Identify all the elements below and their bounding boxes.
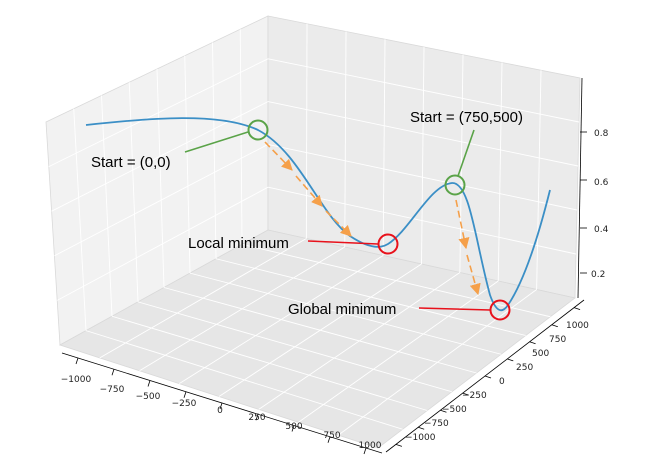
x-tick-label: −500: [136, 392, 161, 402]
y-tick: [395, 444, 403, 447]
y-tick: [462, 392, 469, 396]
wall-grid-line: [56, 186, 269, 301]
z-tick-label: 0.6: [594, 178, 609, 188]
wall-grid-line: [421, 46, 425, 265]
start-2-marker: [444, 174, 466, 196]
floor-pane: [58, 229, 576, 449]
wall-grid-line: [267, 101, 579, 167]
wall-grid-line: [156, 68, 165, 288]
wall-grid-line: [239, 29, 243, 245]
start-1-marker: [247, 119, 269, 141]
wall-grid-line: [497, 62, 503, 282]
x-tick-label: 250: [248, 413, 265, 423]
y-tick-label: −1000: [405, 433, 436, 443]
floor-grid-line: [163, 287, 477, 374]
x-tick-label: −750: [100, 385, 125, 395]
z-tick-label: 0.2: [591, 270, 605, 280]
wall-grid-line: [184, 55, 191, 274]
y-tick-label: 0: [499, 377, 505, 387]
global-minimum-marker: [489, 299, 511, 321]
floor-grid-line: [298, 280, 499, 423]
y-tick: [418, 426, 425, 430]
x-tick: [111, 369, 115, 376]
floor-grid-line: [241, 243, 551, 318]
start-1-leader: [184, 131, 249, 153]
x-tick-label: 0: [217, 406, 223, 416]
z-axis-line: [577, 77, 583, 299]
y-tick: [484, 375, 492, 379]
descent-path-2: [455, 199, 481, 296]
y-tick-label: 1000: [566, 321, 589, 331]
x-tick: [183, 391, 187, 398]
tick-marks: [75, 131, 587, 455]
x-tick-label: 1000: [359, 441, 382, 451]
floor-grid-line: [337, 289, 537, 436]
x-tick: [219, 402, 223, 410]
local-minimum-leader: [307, 240, 379, 245]
x-tick: [363, 447, 367, 455]
z-tick-label: 0.8: [594, 129, 609, 139]
z-tick-label: 0.4: [594, 225, 609, 235]
y-tick-label: −250: [462, 391, 487, 401]
x-tick-label: −250: [172, 399, 197, 409]
wall-grid-line: [536, 70, 542, 290]
wall-grid-line: [382, 39, 386, 256]
x-tick-label: 500: [285, 422, 302, 432]
y-tick: [573, 307, 581, 310]
wall-grid-line: [267, 58, 580, 123]
global-minimum-leader: [418, 307, 491, 311]
y-tick-label: 750: [549, 335, 566, 345]
wall-grid-line: [73, 108, 87, 331]
start-2-leader: [457, 129, 475, 177]
start-2-label: Start = (750,500): [410, 109, 523, 126]
local-minimum-marker: [377, 233, 399, 255]
wall-grid-line: [48, 58, 269, 168]
wall-grid-line: [212, 42, 217, 259]
y-tick-label: −750: [424, 419, 449, 429]
floor-grid-line: [258, 272, 461, 410]
x-tick-label: −1000: [61, 375, 92, 385]
wall-grid-line: [267, 143, 578, 211]
y-tick: [440, 409, 447, 413]
y-tick-label: −500: [442, 405, 467, 415]
wall-grid-line: [101, 95, 113, 317]
x-tick-label: 750: [323, 431, 340, 441]
y-tick: [507, 358, 514, 362]
y-tick: [529, 341, 536, 345]
wall-grid-line: [305, 23, 308, 239]
wall-grid-line: [54, 144, 269, 257]
y-tick-label: 500: [532, 349, 549, 359]
x-tick: [147, 380, 151, 387]
grid-lines: [48, 23, 580, 436]
floor-grid-line: [215, 258, 526, 336]
wall-grid-line: [459, 54, 464, 273]
y-tick-label: 250: [516, 363, 533, 373]
y-tick: [551, 324, 558, 328]
wall-grid-line: [128, 82, 139, 302]
global-minimum-label: Global minimum: [288, 301, 396, 318]
x-tick: [327, 436, 331, 443]
wall-grid-line: [344, 31, 347, 248]
local-minimum-label: Local minimum: [188, 235, 289, 252]
descent-path-1: [264, 141, 352, 237]
x-tick: [291, 425, 295, 432]
x-tick: [255, 414, 259, 421]
start-1-label: Start = (0,0): [91, 154, 171, 171]
wall-grid-line: [51, 101, 269, 212]
floor-grid-line: [189, 272, 502, 355]
x-tick: [75, 357, 79, 365]
